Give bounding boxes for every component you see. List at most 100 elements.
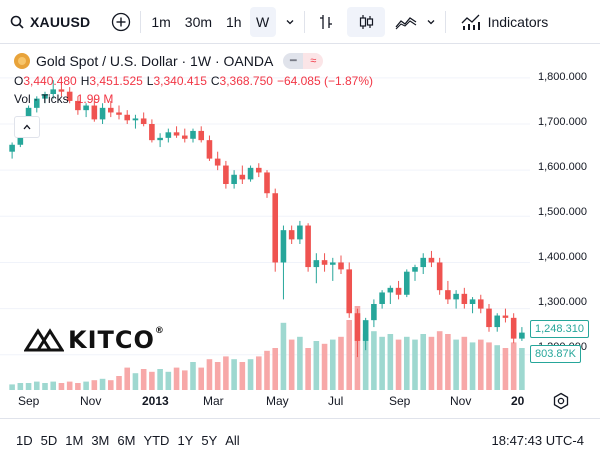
time-axis[interactable]: Sep Nov 2013 Mar May Jul Sep Nov 20: [0, 390, 530, 414]
add-symbol-button[interactable]: [108, 7, 134, 37]
candle-body: [165, 132, 172, 138]
candle-body: [214, 158, 221, 166]
candle-body: [453, 293, 459, 300]
toolbar-divider: [140, 10, 142, 33]
time-tick: Nov: [450, 394, 472, 408]
candles-style-button[interactable]: [346, 6, 385, 37]
candle-body: [255, 167, 262, 173]
candle-body: [494, 315, 501, 328]
volume-bar: [379, 336, 385, 390]
range-1d[interactable]: 1D: [16, 432, 33, 448]
volume-bar: [198, 367, 205, 390]
interval-1m[interactable]: 1m: [151, 13, 171, 30]
close-label: C: [210, 74, 220, 88]
volume-bar: [387, 334, 394, 390]
add-symbol-icon: [112, 12, 131, 31]
range-6m[interactable]: 6M: [117, 432, 136, 448]
candle-body: [231, 174, 237, 184]
candle-body: [223, 165, 229, 184]
volume-bar: [157, 369, 163, 390]
volume-bar: [42, 383, 48, 390]
high-value: 3,451.525: [89, 74, 143, 88]
candle-body: [124, 114, 131, 121]
price-axis[interactable]: 1,800.000 1,700.000 1,600.000 1,500.000 …: [530, 44, 600, 390]
high-label: H: [80, 74, 90, 88]
volume-bar: [58, 383, 65, 390]
volume-bar: [190, 362, 196, 390]
volume-bar: [99, 378, 106, 390]
candle-body: [58, 89, 65, 92]
interval-30m[interactable]: 30m: [184, 13, 213, 30]
chart-style-dropdown[interactable]: [423, 7, 439, 37]
collapse-legend-button[interactable]: [14, 116, 40, 138]
volume-bar: [436, 331, 443, 390]
price-tick: 1,800.000: [538, 71, 587, 83]
legend-title[interactable]: Gold Spot / U.S. Dollar · 1W · OANDA: [36, 53, 274, 69]
candle-body: [116, 112, 122, 115]
legend-title-row: Gold Spot / U.S. Dollar · 1W · OANDA ━ ≈: [14, 50, 534, 72]
indicators-icon: [461, 14, 480, 30]
range-1y[interactable]: 1Y: [177, 432, 194, 448]
bottom-range-bar: 1D 5D 1M 3M 6M YTD 1Y 5Y All 18:47:43 UT…: [0, 418, 600, 461]
approx-icon[interactable]: ≈: [303, 53, 324, 69]
time-tick: Sep: [389, 394, 411, 408]
volume-bar: [297, 336, 303, 390]
area-style-button[interactable]: [391, 7, 421, 37]
volume-bar: [346, 320, 353, 390]
volume-bar: [305, 348, 311, 390]
volume-bar: [428, 336, 435, 390]
candle-body: [83, 105, 89, 111]
volume-tag: 803.87K: [530, 345, 581, 363]
candle-body: [346, 269, 353, 314]
indicators-button[interactable]: Indicators: [456, 7, 553, 37]
interval-1h[interactable]: 1h: [226, 13, 242, 30]
volume-label[interactable]: Vol · Ticks: [14, 92, 69, 106]
range-5y[interactable]: 5Y: [201, 432, 218, 448]
price-chart[interactable]: [0, 44, 530, 390]
candle-body: [206, 140, 213, 159]
volume-bar: [116, 376, 122, 390]
chart-settings-button[interactable]: [552, 392, 570, 415]
volume-bar: [371, 331, 377, 390]
candle-body: [50, 89, 57, 94]
candle-body: [9, 144, 15, 152]
candle-body: [428, 257, 435, 263]
symbol-search-button[interactable]: XAUUSD: [0, 7, 90, 37]
interval-dropdown[interactable]: [282, 7, 298, 37]
range-3m[interactable]: 3M: [91, 432, 110, 448]
price-tick: 1,400.000: [538, 251, 587, 263]
candle-body: [477, 299, 484, 309]
volume-bar: [420, 334, 427, 390]
gold-coin-icon: [14, 53, 30, 69]
price-tick: 1,700.000: [538, 116, 587, 128]
gear-icon: [553, 392, 569, 410]
interval-w[interactable]: W: [249, 6, 276, 37]
candle-body: [280, 230, 287, 263]
candle-body: [486, 308, 492, 328]
candle-body: [313, 260, 320, 268]
candle-body: [420, 257, 427, 268]
clock-timezone[interactable]: 18:47:43 UTC-4: [491, 432, 585, 448]
volume-bar: [469, 342, 476, 390]
legend-toggle-pill[interactable]: ━ ≈: [283, 53, 324, 69]
range-1m[interactable]: 1M: [65, 432, 84, 448]
candle-body: [379, 292, 385, 304]
volume-legend: Vol · Ticks 1.99 M: [14, 90, 534, 108]
range-all[interactable]: All: [225, 432, 240, 448]
candle-body: [190, 130, 196, 139]
minus-icon[interactable]: ━: [283, 53, 304, 69]
candle-body: [395, 287, 402, 295]
candle-body: [338, 262, 344, 270]
range-5d[interactable]: 5D: [40, 432, 58, 448]
time-tick: May: [266, 394, 289, 408]
price-tick: 1,500.000: [538, 206, 587, 218]
volume-bar: [50, 381, 57, 390]
bar-style-button[interactable]: [311, 7, 341, 37]
range-ytd[interactable]: YTD: [143, 432, 170, 448]
bar-style-icon: [319, 14, 332, 29]
low-label: L: [146, 74, 154, 88]
close-value: 3,368.750: [219, 74, 273, 88]
candle-body: [66, 91, 73, 101]
low-value: 3,340.415: [153, 74, 207, 88]
volume-bar: [502, 348, 509, 390]
